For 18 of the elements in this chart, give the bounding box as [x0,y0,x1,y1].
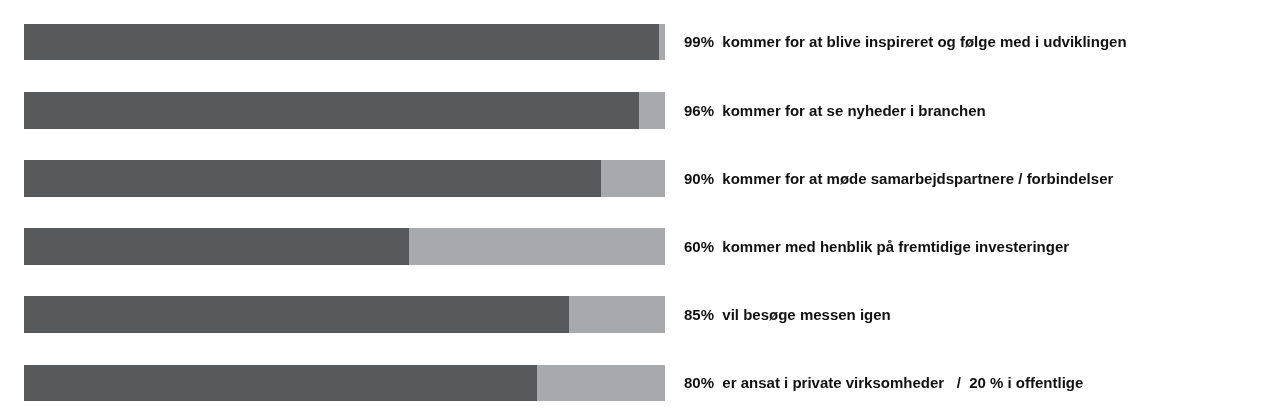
bar [600,160,665,197]
bar [24,91,640,129]
y-tick-label: 60% kommer med henblik på fremtidige investeringer [684,237,1070,255]
bar [24,23,659,61]
y-tick-label: 90% kommer for at møde samarbejdspartnere / forbindelser [684,169,1114,187]
y-tick-label: 85% vil besøge messen igen [684,306,891,323]
bar [536,364,665,402]
bar [24,296,569,334]
bar [408,228,665,265]
bar [24,364,537,402]
bar [24,160,601,197]
bar [658,23,665,61]
bar [639,91,665,129]
y-tick-label: 96% kommer for at se nyheder i branchen [684,101,986,119]
bar [568,296,665,334]
y-tick-label: 80% er ansat i private virksomheder / 20 % i offentlige [684,374,1084,392]
bar [24,228,409,265]
y-tick-label: 99% kommer for at blive inspireret og følge med i udviklingen [684,33,1127,51]
